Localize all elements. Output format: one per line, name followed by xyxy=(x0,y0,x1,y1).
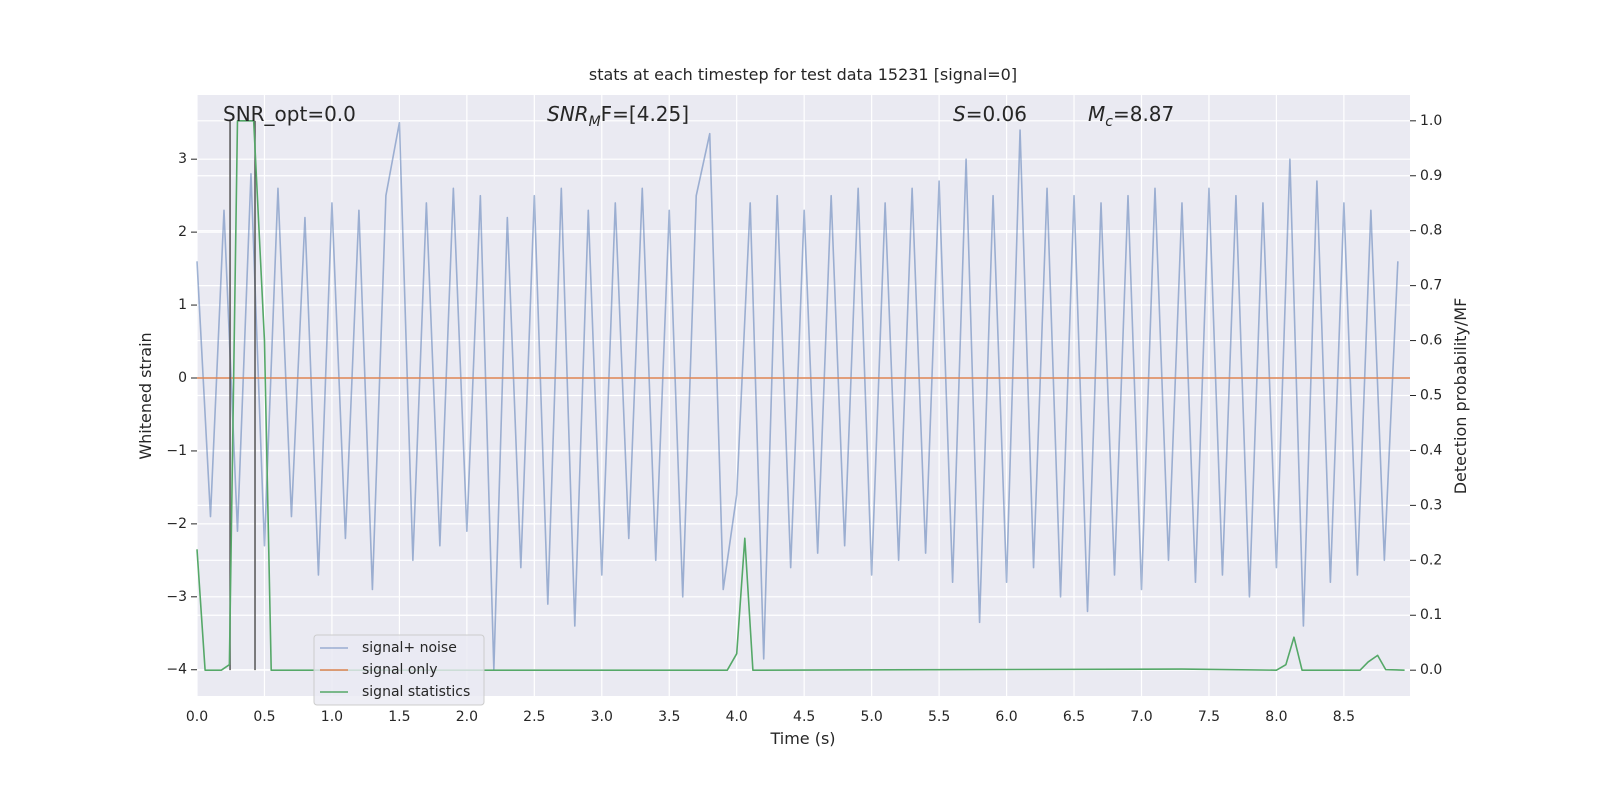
y2-tick-label: 0.2 xyxy=(1420,552,1442,568)
x-tick-label: 0.0 xyxy=(186,709,208,725)
y2-tick-label: 0.8 xyxy=(1420,223,1442,239)
x-tick-label: 6.0 xyxy=(995,709,1017,725)
legend: signal+ noise signal only signal statistic… xyxy=(313,634,485,706)
annotation-part: =8.87 xyxy=(1113,102,1174,126)
annotations: SNR_opt=0.0 SNRMF=[4.25] S=0.06 Mc=8.87 xyxy=(223,102,1174,130)
marks xyxy=(196,120,1410,671)
annotation: Mc=8.87 xyxy=(1088,102,1174,130)
annotation: S=0.06 xyxy=(953,102,1027,126)
y-axis-label: Whitened strain xyxy=(136,332,155,459)
x-tick-label: 2.5 xyxy=(523,709,545,725)
annotation: SNR_opt=0.0 xyxy=(223,102,356,126)
y2-tick-label: 0.4 xyxy=(1420,442,1442,458)
x-tick-label: 3.5 xyxy=(658,709,680,725)
annotation-part: F=[4.25] xyxy=(601,102,689,126)
x-tick-label: 5.5 xyxy=(928,709,950,725)
annotation-part: S xyxy=(953,102,966,126)
x-tick-label: 7.5 xyxy=(1198,709,1220,725)
x-axis-label: Time (s) xyxy=(769,729,835,748)
legend-box xyxy=(313,634,485,706)
y2-tick-label: 0.6 xyxy=(1420,333,1442,349)
x-tick-label: 2.0 xyxy=(456,709,478,725)
y2-tick-label: 0.3 xyxy=(1420,497,1442,513)
legend-label: signal+ noise xyxy=(362,640,457,656)
x-tick-label: 0.5 xyxy=(253,709,275,725)
x-tick-label: 1.0 xyxy=(321,709,343,725)
series-line xyxy=(196,121,1399,671)
y2-tick-label: 0.7 xyxy=(1420,278,1442,294)
x-tick-label: 4.5 xyxy=(793,709,815,725)
x-tick-label: 3.0 xyxy=(591,709,613,725)
y-tick-label: 1 xyxy=(178,297,187,313)
x-tick-label: 7.0 xyxy=(1130,709,1152,725)
x-tick-label: 1.5 xyxy=(388,709,410,725)
x-tick-label: 4.0 xyxy=(726,709,748,725)
y2-tick-label: 0.1 xyxy=(1420,607,1442,623)
y-tick-label: 2 xyxy=(178,224,187,240)
x-tick-label: 6.5 xyxy=(1063,709,1085,725)
x-tick-label: 5.0 xyxy=(861,709,883,725)
y2-tick-label: 0.0 xyxy=(1420,662,1442,678)
series-line xyxy=(196,120,1405,671)
y2-axis-label: Detection probability/MF xyxy=(1451,298,1470,495)
y-tick-label: 3 xyxy=(178,151,187,167)
y2-tick-label: 0.9 xyxy=(1420,168,1442,184)
annotation-part: SNR xyxy=(547,102,589,126)
annotation-part: =0.06 xyxy=(966,102,1027,126)
annotation: SNRMF=[4.25] xyxy=(547,102,689,130)
y-tick-label: −1 xyxy=(166,443,187,459)
legend-label: signal statistics xyxy=(362,684,470,700)
y2-tick-label: 1.0 xyxy=(1420,113,1442,129)
x-tick-label: 8.0 xyxy=(1265,709,1287,725)
chart-title: stats at each timestep for test data 152… xyxy=(589,65,1017,84)
annotation-part: M xyxy=(1088,102,1105,126)
annotation-part: c xyxy=(1105,114,1113,130)
x-tick-label: 8.5 xyxy=(1333,709,1355,725)
y2-tick-label: 0.5 xyxy=(1420,388,1442,404)
y-tick-label: −2 xyxy=(166,516,187,532)
legend-label: signal only xyxy=(362,662,437,678)
annotation-part: M xyxy=(589,114,601,130)
y-tick-label: −3 xyxy=(166,589,187,605)
axes: 0.0 0.5 1.0 1.5 2.0 2.5 3.0 3.5 4.0 4.5 5.0 5.5 6.0 6… xyxy=(166,113,1442,725)
y-tick-label: 0 xyxy=(178,370,187,386)
y-tick-label: −4 xyxy=(166,662,187,678)
